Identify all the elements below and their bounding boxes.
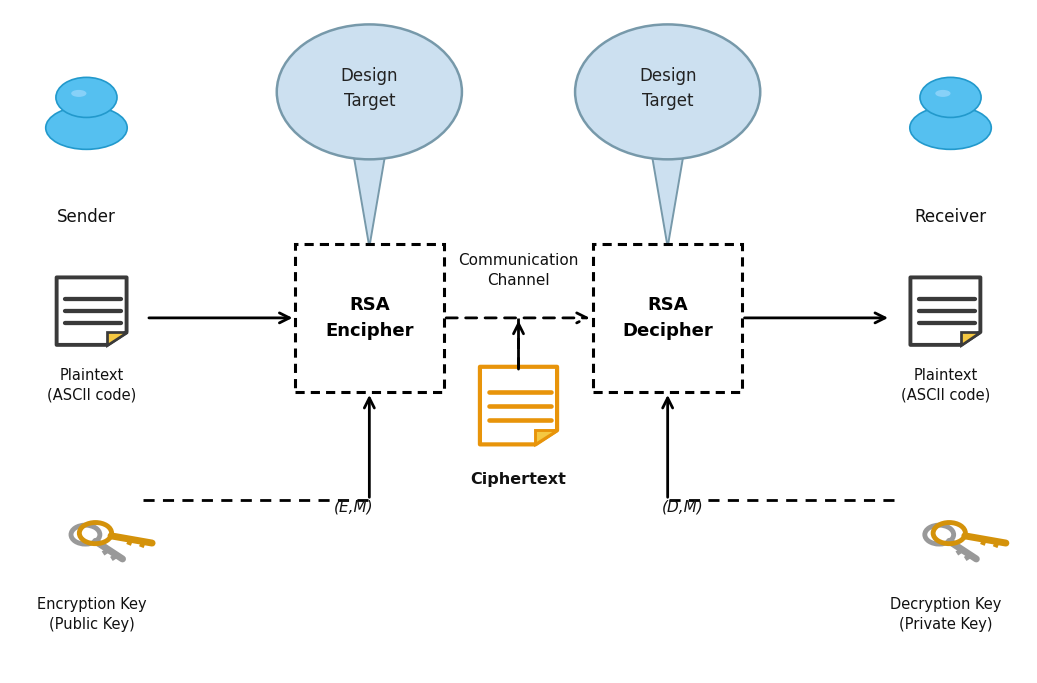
Text: Decryption Key
(Private Key): Decryption Key (Private Key): [890, 598, 1001, 632]
Ellipse shape: [909, 107, 991, 150]
Polygon shape: [351, 139, 388, 247]
Text: Communication
Channel: Communication Channel: [458, 253, 579, 288]
Circle shape: [56, 77, 117, 117]
Circle shape: [920, 77, 981, 117]
FancyBboxPatch shape: [295, 244, 444, 392]
Text: Receiver: Receiver: [915, 208, 986, 225]
Polygon shape: [649, 139, 686, 247]
Ellipse shape: [277, 25, 461, 159]
Text: Sender: Sender: [57, 208, 116, 225]
Text: Encryption Key
(Public Key): Encryption Key (Public Key): [36, 598, 146, 632]
Polygon shape: [57, 277, 127, 345]
Text: Ciphertext: Ciphertext: [471, 473, 566, 487]
Polygon shape: [910, 277, 980, 345]
Polygon shape: [535, 430, 557, 445]
Text: RSA
Encipher: RSA Encipher: [325, 296, 414, 340]
Text: RSA
Decipher: RSA Decipher: [622, 296, 713, 340]
Polygon shape: [107, 332, 127, 345]
Text: (D,M): (D,M): [663, 499, 704, 514]
Ellipse shape: [576, 25, 760, 159]
Polygon shape: [961, 332, 980, 345]
Text: Design
Target: Design Target: [639, 67, 697, 110]
Polygon shape: [480, 367, 557, 445]
Ellipse shape: [72, 90, 86, 97]
Text: Plaintext
(ASCII code): Plaintext (ASCII code): [901, 368, 990, 403]
Ellipse shape: [46, 107, 128, 150]
Text: Plaintext
(ASCII code): Plaintext (ASCII code): [47, 368, 136, 403]
Ellipse shape: [935, 90, 951, 97]
Text: Design
Target: Design Target: [340, 67, 398, 110]
FancyBboxPatch shape: [593, 244, 742, 392]
Text: (E,M): (E,M): [334, 499, 373, 514]
